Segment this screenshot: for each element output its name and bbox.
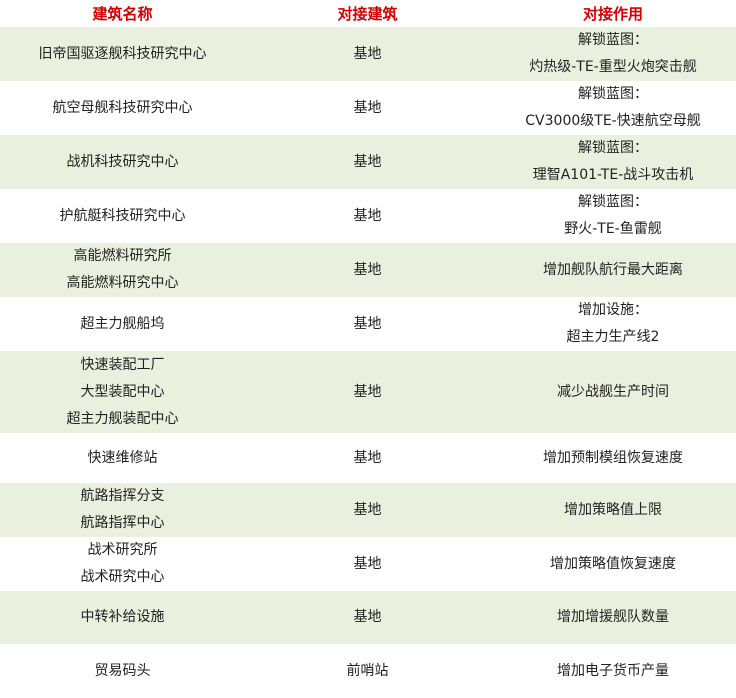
dock-building-cell: 基地: [353, 207, 382, 224]
dock-effect-cell: 解锁蓝图： 灼热级-TE-重型火炮突击舰: [490, 27, 736, 81]
building-name-cell: 快速维修站: [0, 433, 245, 483]
building-name-cell: 中转补给设施: [0, 591, 245, 644]
table-row: 快速装配工厂 大型装配中心 超主力舰装配中心 基地 减少战舰生产时间: [0, 351, 736, 433]
building-name-cell-line: 高能燃料研究中心: [66, 275, 179, 291]
dock-effect-cell-line: 增加设施：: [578, 302, 648, 318]
dock-effect-cell-line: CV3000级TE-快速航空母舰: [525, 113, 701, 129]
dock-building-cell: 前哨站: [346, 662, 389, 679]
building-name-cell: 航空母舰科技研究中心: [0, 81, 245, 135]
dock-effect-cell-line: 解锁蓝图：: [578, 32, 648, 48]
table-row: 快速维修站 基地 增加预制模组恢复速度: [0, 433, 736, 483]
dock-effect-cell-line: 灼热级-TE-重型火炮突击舰: [529, 59, 697, 75]
building-name-cell: 护航艇科技研究中心: [0, 189, 245, 243]
table-row: 航路指挥分支 航路指挥中心 基地 增加策略值上限: [0, 483, 736, 537]
dock-building-cell: 基地: [353, 449, 382, 466]
dock-effect-cell: 增加电子货币产量: [490, 644, 736, 698]
building-name-cell-line: 旧帝国驱逐舰科技研究中心: [38, 45, 207, 62]
building-name-cell-line: 快速装配工厂: [80, 356, 165, 373]
table-row: 超主力舰船坞 基地 增加设施： 超主力生产线2: [0, 297, 736, 351]
dock-effect-cell-line: 超主力生产线2: [566, 329, 660, 345]
building-name-cell: 贸易码头: [0, 644, 245, 698]
header-building-name: 建筑名称: [92, 5, 153, 23]
dock-building-cell: 基地: [245, 27, 490, 81]
building-name-cell: 旧帝国驱逐舰科技研究中心: [0, 27, 245, 81]
table-row: 护航艇科技研究中心 基地 解锁蓝图： 野火-TE-鱼雷舰: [0, 189, 736, 243]
dock-effect-cell: 增加预制模组恢复速度: [490, 433, 736, 483]
dock-effect-cell: 减少战舰生产时间: [490, 351, 736, 433]
dock-effect-cell-line: 解锁蓝图：: [578, 194, 648, 210]
dock-building-cell: 基地: [245, 135, 490, 189]
dock-effect-cell-line: 解锁蓝图：: [578, 86, 648, 102]
building-name-cell-line: 航路指挥分支: [80, 488, 165, 504]
building-name-cell: 航路指挥分支 航路指挥中心: [0, 483, 245, 537]
dock-effect-cell-line: 增加电子货币产量: [557, 662, 669, 679]
dock-building-cell: 基地: [353, 315, 382, 332]
dock-effect-cell: 解锁蓝图： CV3000级TE-快速航空母舰: [490, 81, 736, 135]
dock-effect-cell-line: 增加策略值恢复速度: [550, 555, 676, 572]
dock-effect-cell-line: 野火-TE-鱼雷舰: [564, 221, 662, 237]
dock-effect-cell-line: 增加增援舰队数量: [557, 609, 669, 625]
dock-building-cell: 基地: [245, 483, 490, 537]
building-name-cell-line: 大型装配中心: [80, 383, 165, 400]
building-name-cell-line: 护航艇科技研究中心: [59, 207, 186, 224]
dock-effect-cell: 增加增援舰队数量: [490, 591, 736, 644]
building-name-cell-line: 贸易码头: [94, 662, 151, 679]
dock-effect-cell: 增加舰队航行最大距离: [490, 243, 736, 297]
table-row: 高能燃料研究所 高能燃料研究中心 基地 增加舰队航行最大距离: [0, 243, 736, 297]
dock-building-cell: 基地: [245, 351, 490, 433]
dock-effect-cell-line: 增加预制模组恢复速度: [543, 449, 683, 466]
dock-building-cell: 基地: [245, 591, 490, 644]
dock-building-cell: 基地: [353, 99, 382, 116]
building-name-cell-line: 快速维修站: [87, 449, 158, 466]
dock-building-cell: 基地: [353, 555, 382, 572]
table-row: 航空母舰科技研究中心 基地 解锁蓝图： CV3000级TE-快速航空母舰: [0, 81, 736, 135]
table-row: 贸易码头 前哨站 增加电子货币产量: [0, 644, 736, 698]
dock-effect-cell-line: 理智A101-TE-战斗攻击机: [532, 167, 694, 183]
building-name-cell-line: 战术研究所: [87, 542, 158, 558]
dock-effect-cell-line: 减少战舰生产时间: [557, 383, 669, 400]
building-name-cell: 战机科技研究中心: [0, 135, 245, 189]
building-name-cell-line: 中转补给设施: [80, 609, 165, 625]
building-name-cell-line: 战机科技研究中心: [66, 153, 179, 170]
header-row: 建筑名称 对接建筑 对接作用: [0, 0, 736, 27]
header-dock-effect: 对接作用: [582, 5, 643, 23]
building-name-cell: 高能燃料研究所 高能燃料研究中心: [0, 243, 245, 297]
building-name-cell: 战术研究所战术研究中心: [0, 537, 245, 591]
table-row: 中转补给设施 基地 增加增援舰队数量: [0, 591, 736, 644]
dock-effect-cell-line: 解锁蓝图：: [578, 140, 648, 156]
building-name-cell-line: 超主力舰装配中心: [66, 410, 179, 427]
building-name-cell: 快速装配工厂 大型装配中心 超主力舰装配中心: [0, 351, 245, 433]
building-name-cell-line: 航路指挥中心: [80, 515, 165, 531]
dock-effect-cell: 解锁蓝图： 野火-TE-鱼雷舰: [490, 189, 736, 243]
building-name-cell: 超主力舰船坞: [0, 297, 245, 351]
dock-effect-cell-line: 增加策略值上限: [564, 501, 662, 518]
building-name-cell-line: 超主力舰船坞: [80, 315, 165, 332]
header-dock-building: 对接建筑: [337, 5, 398, 23]
dock-effect-cell-line: 增加舰队航行最大距离: [543, 261, 683, 278]
table-row: 战机科技研究中心 基地 解锁蓝图： 理智A101-TE-战斗攻击机: [0, 135, 736, 189]
table-row: 旧帝国驱逐舰科技研究中心 基地 解锁蓝图： 灼热级-TE-重型火炮突击舰: [0, 27, 736, 81]
dock-effect-cell: 增加设施： 超主力生产线2: [490, 297, 736, 351]
building-name-cell-line: 高能燃料研究所: [73, 248, 172, 264]
dock-effect-cell: 解锁蓝图： 理智A101-TE-战斗攻击机: [490, 135, 736, 189]
dock-effect-cell: 增加策略值上限: [490, 483, 736, 537]
dock-building-cell: 基地: [245, 243, 490, 297]
table-row: 战术研究所战术研究中心 基地 增加策略值恢复速度: [0, 537, 736, 591]
building-name-cell-line: 战术研究中心: [80, 569, 165, 585]
building-name-cell-line: 航空母舰科技研究中心: [52, 99, 193, 116]
dock-effect-cell: 增加策略值恢复速度: [490, 537, 736, 591]
